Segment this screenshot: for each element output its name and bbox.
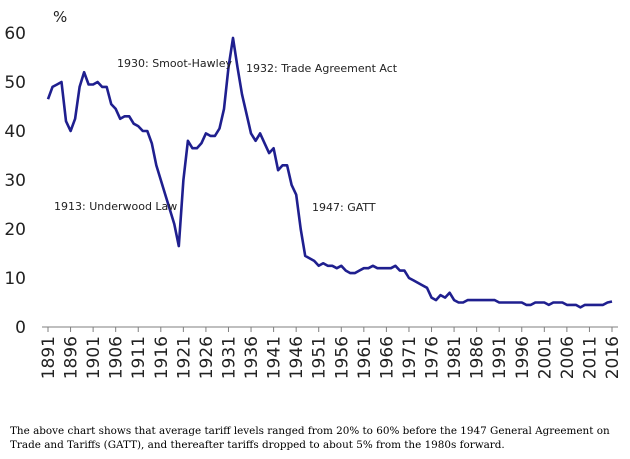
x-tick-label: 1901 [84,336,104,379]
x-tick-label: 2006 [558,336,578,379]
chart-caption: The above chart shows that average tarif… [10,425,610,451]
y-tick-label: 60 [4,24,26,44]
annotation-label: 1930: Smoot-Hawley [117,57,232,70]
x-tick-label: 2016 [603,336,623,379]
x-tick-label: 1996 [513,336,533,379]
y-tick-label: 30 [4,171,26,191]
series-line [46,36,613,309]
annotation-label: 1913: Underwood Law [54,200,177,213]
y-unit-label: % [53,8,67,26]
x-tick-label: 1956 [332,336,352,379]
x-tick-label: 1906 [107,336,127,379]
y-tick-label: 40 [4,122,26,142]
y-tick-label: 20 [4,220,26,240]
tariff-chart: % 0 10 20 30 40 50 60 1891 1896 1901 1906 1911 1916… [4,8,623,379]
annotation-label: 1932: Trade Agreement Act [246,62,398,75]
x-tick-label: 1916 [152,336,172,379]
x-tick-label: 2001 [535,336,555,379]
x-tick-label: 1961 [355,336,375,379]
x-tick-label: 1936 [242,336,262,379]
x-tick-label: 1951 [310,336,330,379]
annotation-label: 1947: GATT [312,201,376,214]
x-tick-label: 1991 [490,336,510,379]
x-tick-label: 1986 [468,336,488,379]
x-tick-label: 1926 [197,336,217,379]
x-tick-label: 1931 [219,336,239,379]
x-tick-label: 1896 [62,336,82,379]
x-tick-label: 1921 [174,336,194,379]
x-tick-label: 1911 [129,336,149,379]
y-tick-label: 50 [4,73,26,93]
y-tick-label: 10 [4,269,26,289]
x-tick-label: 1971 [400,336,420,379]
x-tick-label: 1976 [423,336,443,379]
y-axis-ticks: 0 10 20 30 40 50 60 [4,24,26,338]
x-tick-label: 1946 [287,336,307,379]
x-tick-label: 2011 [580,336,600,379]
x-tick-label: 1891 [39,336,59,379]
x-axis: 1891 1896 1901 1906 1911 1916 1921 1926 1931 1936… [39,326,623,379]
x-tick-label: 1981 [445,336,465,379]
x-tick-label: 1941 [265,336,285,379]
annotations: 1930: Smoot-Hawley 1932: Trade Agreement … [54,57,398,214]
x-tick-label: 1966 [377,336,397,379]
y-tick-label: 0 [15,318,26,338]
